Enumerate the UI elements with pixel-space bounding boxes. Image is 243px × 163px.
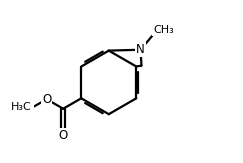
Text: O: O xyxy=(42,93,51,106)
Text: N: N xyxy=(136,43,145,56)
Text: O: O xyxy=(59,129,68,142)
Text: CH₃: CH₃ xyxy=(153,25,174,35)
Text: H₃C: H₃C xyxy=(11,102,32,112)
